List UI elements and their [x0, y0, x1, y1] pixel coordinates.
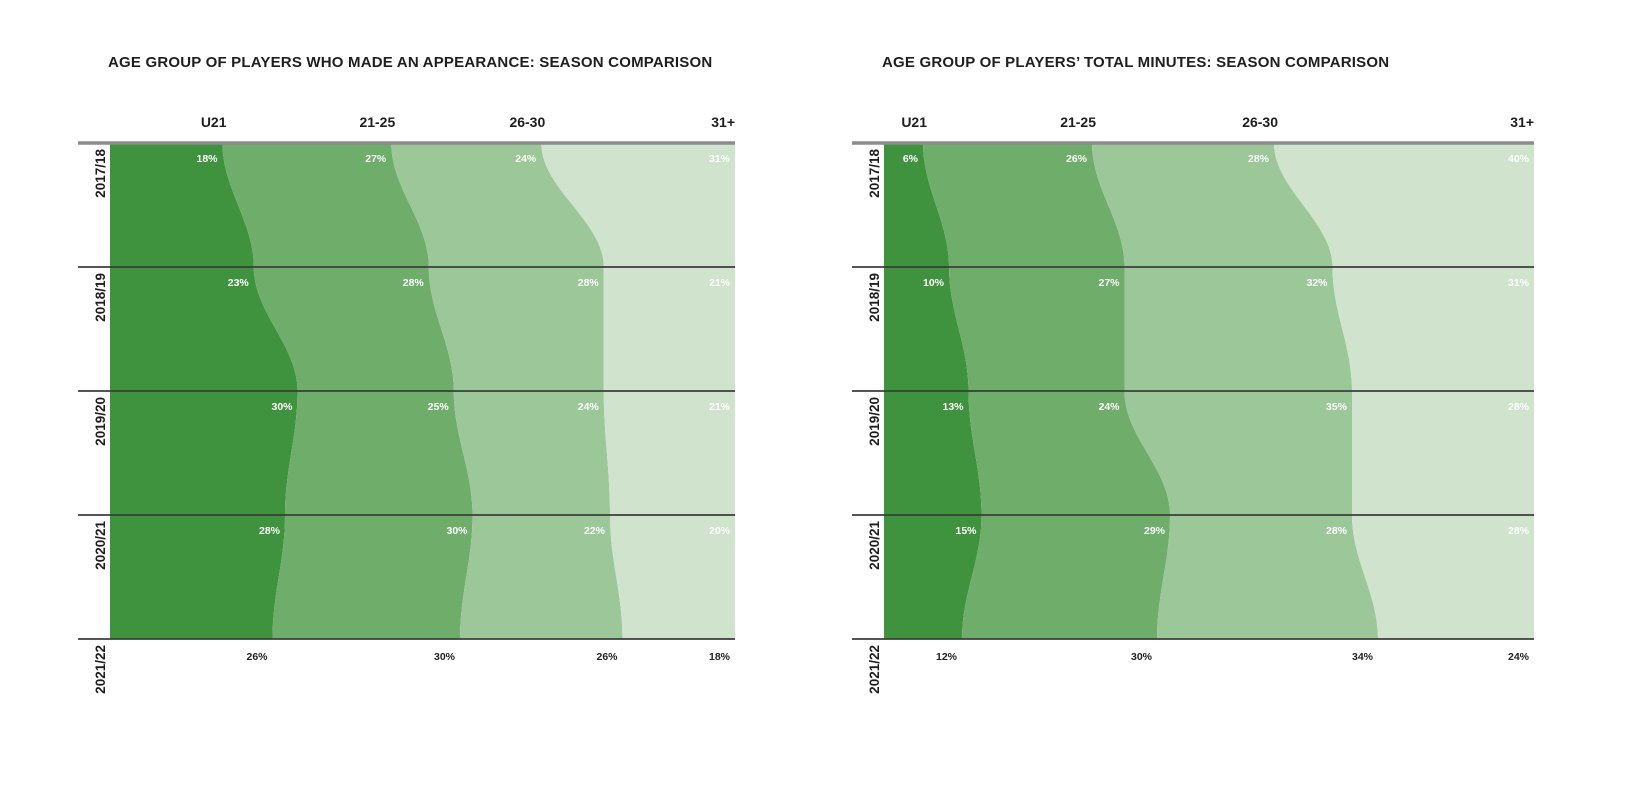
- column-header-21-25: 21-25: [359, 114, 395, 130]
- value-label: 13%: [942, 401, 964, 413]
- value-label: 6%: [903, 153, 919, 165]
- value-label: 25%: [428, 401, 450, 413]
- value-label: 28%: [403, 277, 425, 289]
- value-label: 24%: [578, 401, 600, 413]
- value-label: 21%: [709, 277, 731, 289]
- column-header-31: 31+: [1510, 114, 1534, 130]
- value-label: 28%: [1508, 401, 1530, 413]
- value-label: 35%: [1326, 401, 1348, 413]
- minutes-area-plot: U21 21-25 26-30 31+ 6% 26% 28% 40% 10% 27% 32% 31% 1…: [852, 114, 1534, 694]
- value-label: 10%: [923, 277, 945, 289]
- value-label: 28%: [578, 277, 600, 289]
- value-label: 40%: [1508, 153, 1530, 165]
- value-label: 18%: [196, 153, 218, 165]
- value-label: 20%: [709, 525, 731, 537]
- value-label: 30%: [446, 525, 468, 537]
- value-label: 24%: [515, 153, 537, 165]
- column-header-26-30: 26-30: [1242, 114, 1278, 130]
- value-label: 26%: [246, 651, 268, 663]
- season-label-2021-22: 2021/22: [867, 645, 882, 694]
- value-label: 26%: [1066, 153, 1088, 165]
- season-label-2019-20: 2019/20: [867, 397, 882, 446]
- value-label: 28%: [1508, 525, 1530, 537]
- value-label: 34%: [1352, 651, 1374, 663]
- value-label: 28%: [1326, 525, 1348, 537]
- value-label: 31%: [709, 153, 731, 165]
- column-header-u21: U21: [201, 114, 227, 130]
- value-label: 28%: [259, 525, 281, 537]
- value-label: 30%: [271, 401, 293, 413]
- season-label-2018-19: 2018/19: [93, 273, 108, 322]
- column-header-26-30: 26-30: [509, 114, 545, 130]
- column-header-31: 31+: [711, 114, 735, 130]
- value-label: 12%: [936, 651, 958, 663]
- season-label-2017-18: 2017/18: [867, 149, 882, 198]
- value-label: 22%: [584, 525, 606, 537]
- value-label: 30%: [434, 651, 456, 663]
- value-label: 28%: [1248, 153, 1270, 165]
- value-label: 26%: [596, 651, 618, 663]
- season-label-2020-21: 2020/21: [93, 521, 108, 570]
- appearance-area-plot: U21 21-25 26-30 31+ 18% 27% 24% 31% 23% 28% 28% 21%…: [78, 114, 735, 694]
- column-header-u21: U21: [901, 114, 927, 130]
- value-label: 27%: [1098, 277, 1120, 289]
- minutes-chart-title: AGE GROUP OF PLAYERS’ TOTAL MINUTES: SEA…: [882, 54, 1390, 71]
- value-label: 30%: [1131, 651, 1153, 663]
- minutes-chart: AGE GROUP OF PLAYERS’ TOTAL MINUTES: SEA…: [774, 0, 1633, 800]
- value-label: 21%: [709, 401, 731, 413]
- value-label: 27%: [365, 153, 387, 165]
- value-label: 24%: [1098, 401, 1120, 413]
- season-label-2018-19: 2018/19: [867, 273, 882, 322]
- value-label: 18%: [709, 651, 731, 663]
- value-label: 29%: [1144, 525, 1166, 537]
- value-label: 23%: [228, 277, 250, 289]
- appearance-chart-title: AGE GROUP OF PLAYERS WHO MADE AN APPEARA…: [108, 54, 713, 71]
- season-label-2019-20: 2019/20: [93, 397, 108, 446]
- column-header-21-25: 21-25: [1060, 114, 1096, 130]
- season-label-2017-18: 2017/18: [93, 149, 108, 198]
- value-label: 15%: [955, 525, 977, 537]
- season-label-2020-21: 2020/21: [867, 521, 882, 570]
- value-label: 24%: [1508, 651, 1530, 663]
- appearance-chart: AGE GROUP OF PLAYERS WHO MADE AN APPEARA…: [0, 0, 800, 800]
- season-label-2021-22: 2021/22: [93, 645, 108, 694]
- value-label: 31%: [1508, 277, 1530, 289]
- value-label: 32%: [1306, 277, 1328, 289]
